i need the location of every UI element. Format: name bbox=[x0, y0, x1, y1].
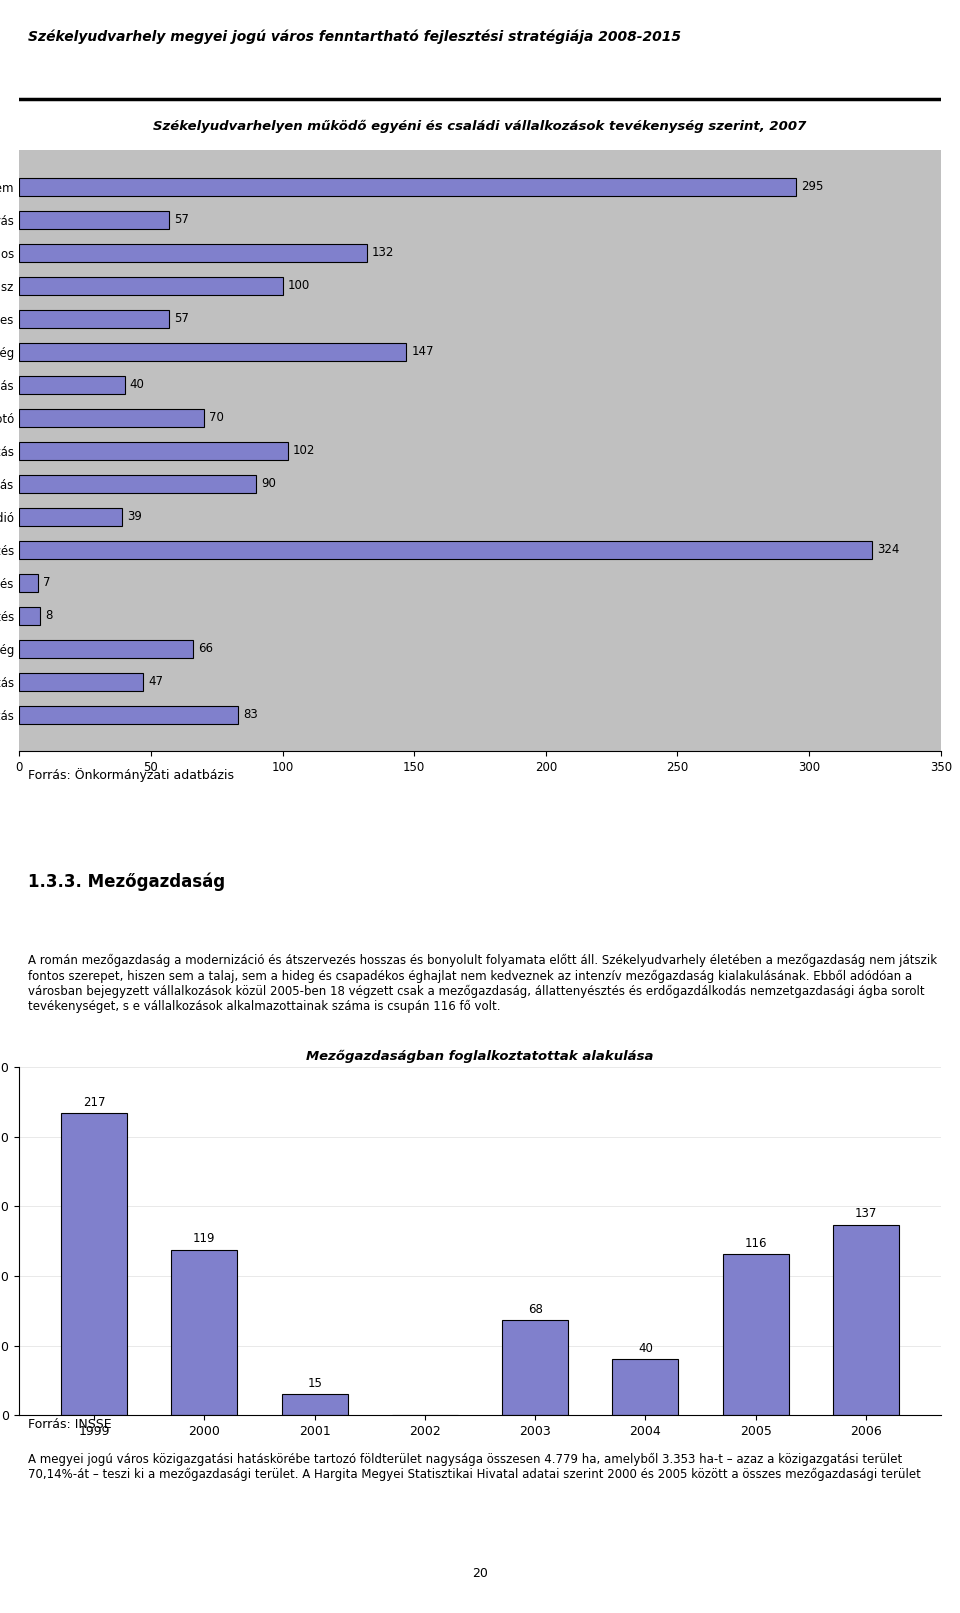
Bar bbox=[19, 408, 204, 427]
Bar bbox=[723, 1253, 789, 1415]
Bar bbox=[19, 508, 122, 526]
Bar bbox=[19, 574, 37, 592]
Text: 70: 70 bbox=[208, 411, 224, 424]
Text: 40: 40 bbox=[130, 379, 145, 392]
Text: Székelyudvarhelyen működő egyéni és családi vállalkozások tevékenység szerint, 2: Székelyudvarhelyen működő egyéni és csal… bbox=[154, 121, 806, 134]
Bar bbox=[19, 310, 169, 327]
Bar bbox=[281, 1394, 348, 1415]
Text: 217: 217 bbox=[83, 1097, 106, 1110]
Bar bbox=[19, 474, 256, 494]
Text: A megyei jogú város közigazgatási hatáskörébe tartozó földterület nagysága össze: A megyei jogú város közigazgatási hatásk… bbox=[29, 1453, 922, 1481]
Text: 68: 68 bbox=[528, 1303, 542, 1316]
Bar bbox=[612, 1360, 679, 1415]
Text: 295: 295 bbox=[802, 181, 824, 194]
Bar bbox=[19, 344, 406, 361]
Bar bbox=[19, 706, 238, 724]
Text: Forrás: INSSE: Forrás: INSSE bbox=[29, 1418, 112, 1431]
Bar bbox=[19, 211, 169, 229]
Text: 83: 83 bbox=[243, 708, 258, 721]
Bar bbox=[171, 1250, 237, 1415]
Text: Forrás: Önkormányzati adatbázis: Forrás: Önkormányzati adatbázis bbox=[29, 768, 234, 782]
Title: Mezőgazdaságban foglalkoztatottak alakulása: Mezőgazdaságban foglalkoztatottak alakul… bbox=[306, 1050, 654, 1063]
Text: 324: 324 bbox=[877, 544, 900, 556]
Text: 147: 147 bbox=[412, 345, 434, 358]
Text: 137: 137 bbox=[854, 1208, 877, 1221]
Bar bbox=[19, 177, 796, 195]
Text: 100: 100 bbox=[288, 279, 310, 292]
Bar bbox=[19, 244, 367, 261]
Bar bbox=[19, 376, 125, 394]
Text: 132: 132 bbox=[372, 247, 395, 260]
Text: 15: 15 bbox=[307, 1378, 322, 1390]
Text: Székelyudvarhely megyei jogú város fenntartható fejlesztési stratégiája 2008-201: Székelyudvarhely megyei jogú város fennt… bbox=[29, 29, 682, 44]
Bar bbox=[832, 1224, 899, 1415]
Text: 47: 47 bbox=[148, 676, 163, 689]
Text: 39: 39 bbox=[127, 510, 142, 523]
Text: 66: 66 bbox=[199, 642, 213, 655]
Bar bbox=[19, 277, 282, 295]
Bar bbox=[19, 442, 288, 460]
Text: 116: 116 bbox=[744, 1237, 767, 1250]
Text: 8: 8 bbox=[45, 610, 53, 623]
Text: 57: 57 bbox=[175, 313, 189, 326]
Text: 90: 90 bbox=[261, 477, 276, 490]
Text: 57: 57 bbox=[175, 213, 189, 226]
Text: 7: 7 bbox=[43, 576, 50, 589]
Text: 40: 40 bbox=[638, 1342, 653, 1355]
Text: 102: 102 bbox=[293, 444, 316, 458]
Text: A román mezőgazdaság a modernizáció és átszervezés hosszas és bonyolult folyamat: A román mezőgazdaság a modernizáció és á… bbox=[29, 955, 938, 1013]
Text: 20: 20 bbox=[472, 1566, 488, 1579]
Text: 1.3.3. Mezőgazdaság: 1.3.3. Mezőgazdaság bbox=[29, 873, 226, 890]
Bar bbox=[61, 1113, 128, 1415]
Bar bbox=[19, 673, 143, 690]
Bar bbox=[19, 606, 40, 624]
Bar bbox=[502, 1321, 568, 1415]
Text: 119: 119 bbox=[193, 1232, 216, 1245]
Bar bbox=[19, 540, 873, 558]
Bar bbox=[19, 640, 193, 658]
